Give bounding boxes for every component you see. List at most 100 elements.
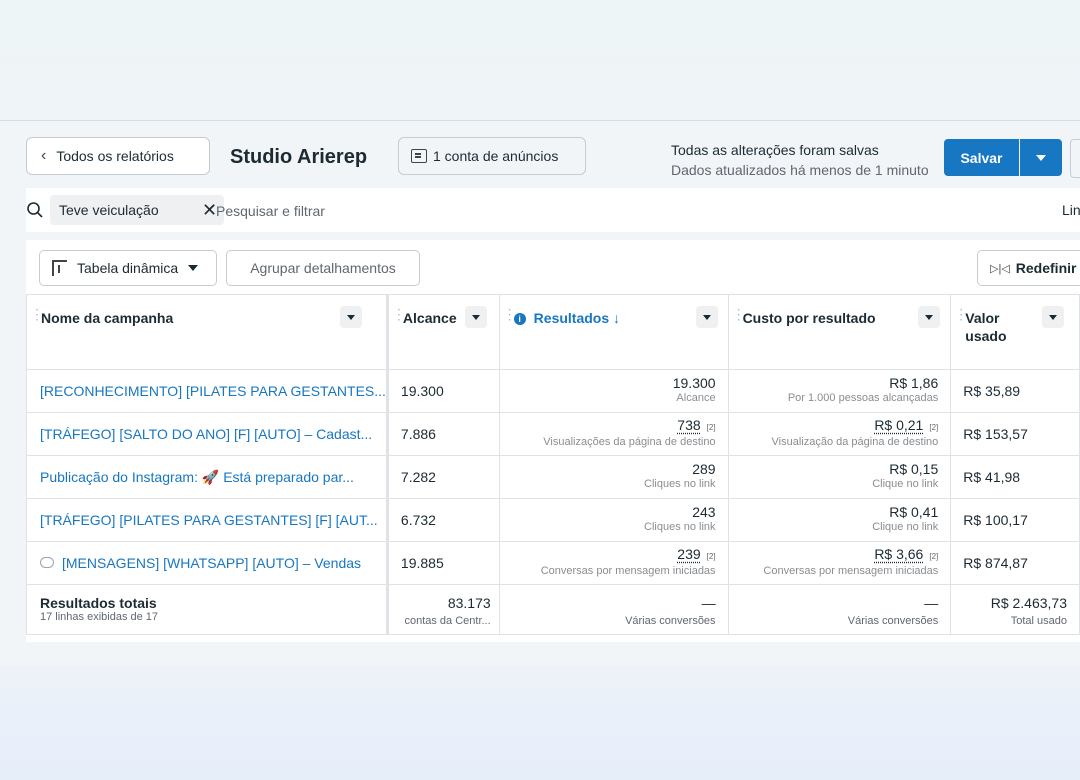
result-value[interactable]: 239 — [677, 546, 701, 562]
cost-type: Por 1.000 pessoas alcançadas — [787, 392, 939, 404]
reset-columns-icon: ▷|◁ — [990, 262, 1010, 275]
total-spent-cell: R$ 2.463,73 Total usado — [950, 584, 1080, 635]
filter-chip-label: Teve veiculação — [59, 202, 159, 218]
page-title: Studio Arierep — [230, 146, 368, 168]
caret-down-icon — [471, 314, 480, 320]
group-breakdowns-button[interactable]: Agrupar detalhamentos — [226, 250, 420, 286]
column-header-amount-spent[interactable]: Valor usado — [950, 294, 1080, 370]
campaign-name-link[interactable]: [MENSAGENS] [WHATSAPP] [AUTO] – Vendas — [62, 555, 362, 571]
save-status: Todas as alterações foram salvas Dados a… — [671, 140, 929, 180]
search-filter-input[interactable] — [214, 196, 618, 226]
cost-badge: [2] — [929, 423, 939, 432]
chevron-left-icon: ‹ — [41, 147, 47, 164]
result-type: Cliques no link — [644, 478, 716, 490]
amount-spent-cell: R$ 35,89 — [950, 369, 1080, 413]
reset-button[interactable]: ▷|◁ Redefinir — [977, 250, 1080, 286]
table-row[interactable]: [RECONHECIMENTO] [PILATES PARA GESTANTES… — [26, 369, 1080, 413]
pivot-table-dropdown[interactable]: Tabela dinâmica — [39, 250, 217, 286]
results-cell: 239 [2] Conversas por mensagem iniciadas — [498, 541, 729, 585]
campaign-name-link[interactable]: [RECONHECIMENTO] [PILATES PARA GESTANTES… — [26, 369, 389, 413]
cost-per-result-cell: R$ 0,41 Clique no link — [727, 498, 952, 542]
campaign-name-link[interactable]: Publicação do Instagram: 🚀 Está preparad… — [26, 455, 389, 499]
pivot-table-label: Tabela dinâmica — [77, 260, 179, 276]
reach-cell: 19.885 — [386, 541, 500, 585]
result-badge: [2] — [706, 552, 716, 561]
caret-down-icon — [1049, 314, 1058, 320]
campaign-name-link[interactable]: [TRÁFEGO] [PILATES PARA GESTANTES] [F] [… — [26, 498, 389, 542]
ad-accounts-button[interactable]: 1 conta de anúncios — [398, 137, 586, 175]
result-value[interactable]: 738 — [677, 417, 701, 433]
more-actions-button[interactable] — [1070, 139, 1080, 178]
info-icon[interactable]: i — [513, 313, 526, 325]
data-updated-text: Dados atualizados há menos de 1 minuto — [671, 162, 929, 178]
amount-spent-cell: R$ 100,17 — [950, 498, 1080, 542]
back-to-reports-button[interactable]: ‹ Todos os relatórios — [26, 137, 210, 175]
filter-chip-delivered[interactable]: Teve veiculação ✕ — [50, 195, 224, 225]
result-type: Alcance — [676, 392, 716, 404]
column-menu-button[interactable] — [917, 306, 940, 328]
reach-cell: 6.732 — [386, 498, 500, 542]
cost-per-result-cell: R$ 0,15 Clique no link — [727, 455, 952, 499]
caret-down-icon — [1036, 154, 1046, 161]
reset-label: Redefinir — [1015, 260, 1077, 276]
table-row[interactable]: [MENSAGENS] [WHATSAPP] [AUTO] – Vendas 1… — [26, 541, 1080, 585]
campaign-name-cell[interactable]: [MENSAGENS] [WHATSAPP] [AUTO] – Vendas — [26, 541, 389, 585]
total-spent-sub: Total usado — [1010, 615, 1067, 627]
column-menu-button[interactable] — [464, 306, 487, 328]
table-row[interactable]: Publicação do Instagram: 🚀 Está preparad… — [26, 455, 1080, 499]
total-results-cell: — Várias conversões — [498, 584, 729, 635]
filter-bar-right-label[interactable]: Lin — [1062, 202, 1080, 218]
cost-type: Clique no link — [872, 521, 939, 533]
campaign-table: Nome da campanha Alcance i Resultados ↓ C… — [26, 294, 1080, 635]
result-type: Conversas por mensagem iniciadas — [540, 565, 716, 577]
result-type: Visualizações da página de destino — [543, 436, 716, 448]
column-header-reach[interactable]: Alcance — [386, 294, 500, 370]
cost-value[interactable]: R$ 3,66 — [874, 546, 924, 562]
column-menu-button[interactable] — [695, 306, 718, 328]
amount-spent-cell: R$ 41,98 — [950, 455, 1080, 499]
ad-account-icon — [411, 149, 427, 163]
result-value: 289 — [692, 461, 716, 477]
result-badge: [2] — [706, 423, 716, 432]
report-table-panel: Tabela dinâmica Agrupar detalhamentos ▷|… — [26, 240, 1080, 642]
total-cost-cell: — Várias conversões — [727, 584, 952, 635]
cost-type: Conversas por mensagem iniciadas — [763, 565, 939, 577]
save-status-text: Todas as alterações foram salvas — [671, 142, 879, 158]
column-header-cost-per-result[interactable]: Custo por resultado — [727, 294, 952, 370]
column-menu-button[interactable] — [1042, 306, 1065, 328]
save-button[interactable]: Salvar — [944, 139, 1019, 176]
column-menu-button[interactable] — [340, 306, 362, 328]
caret-down-icon — [188, 265, 199, 271]
column-title: Valor usado — [965, 310, 1007, 344]
pivot-table-icon — [52, 260, 67, 276]
search-icon — [27, 202, 43, 218]
column-title: Custo por resultado — [742, 310, 876, 326]
results-cell: 738 [2] Visualizações da página de destin… — [498, 412, 729, 456]
total-cost-sub: Várias conversões — [847, 615, 939, 627]
amount-spent-cell: R$ 874,87 — [950, 541, 1080, 585]
results-cell: 289 Cliques no link — [498, 455, 729, 499]
total-reach-sub: contas da Centr... — [404, 615, 491, 627]
cost-value: R$ 0,15 — [889, 461, 939, 477]
caret-down-icon — [924, 314, 933, 320]
campaign-name-link[interactable]: [TRÁFEGO] [SALTO DO ANO] [F] [AUTO] – Ca… — [26, 412, 389, 456]
cost-value[interactable]: R$ 0,21 — [874, 417, 924, 433]
totals-row: Resultados totais 17 linhas exibidas de … — [26, 584, 1080, 635]
close-icon[interactable]: ✕ — [202, 200, 218, 220]
column-header-campaign-name[interactable]: Nome da campanha — [26, 294, 389, 370]
table-row[interactable]: [TRÁFEGO] [SALTO DO ANO] [F] [AUTO] – Ca… — [26, 412, 1080, 456]
results-cell: 19.300 Alcance — [498, 369, 729, 413]
result-value: 243 — [692, 504, 716, 520]
cost-type: Visualização da página de destino — [771, 436, 939, 448]
result-value: 19.300 — [672, 375, 716, 391]
save-options-button[interactable] — [1020, 139, 1062, 176]
cost-badge: [2] — [929, 552, 939, 561]
results-cell: 243 Cliques no link — [498, 498, 729, 542]
table-header-row: Nome da campanha Alcance i Resultados ↓ C… — [26, 294, 1080, 370]
result-type: Cliques no link — [644, 521, 716, 533]
column-header-results[interactable]: i Resultados ↓ — [498, 294, 729, 370]
cost-type: Clique no link — [872, 478, 939, 490]
total-spent-value: R$ 2.463,73 — [990, 595, 1067, 611]
table-row[interactable]: [TRÁFEGO] [PILATES PARA GESTANTES] [F] [… — [26, 498, 1080, 542]
total-cost-value: — — [924, 595, 939, 611]
